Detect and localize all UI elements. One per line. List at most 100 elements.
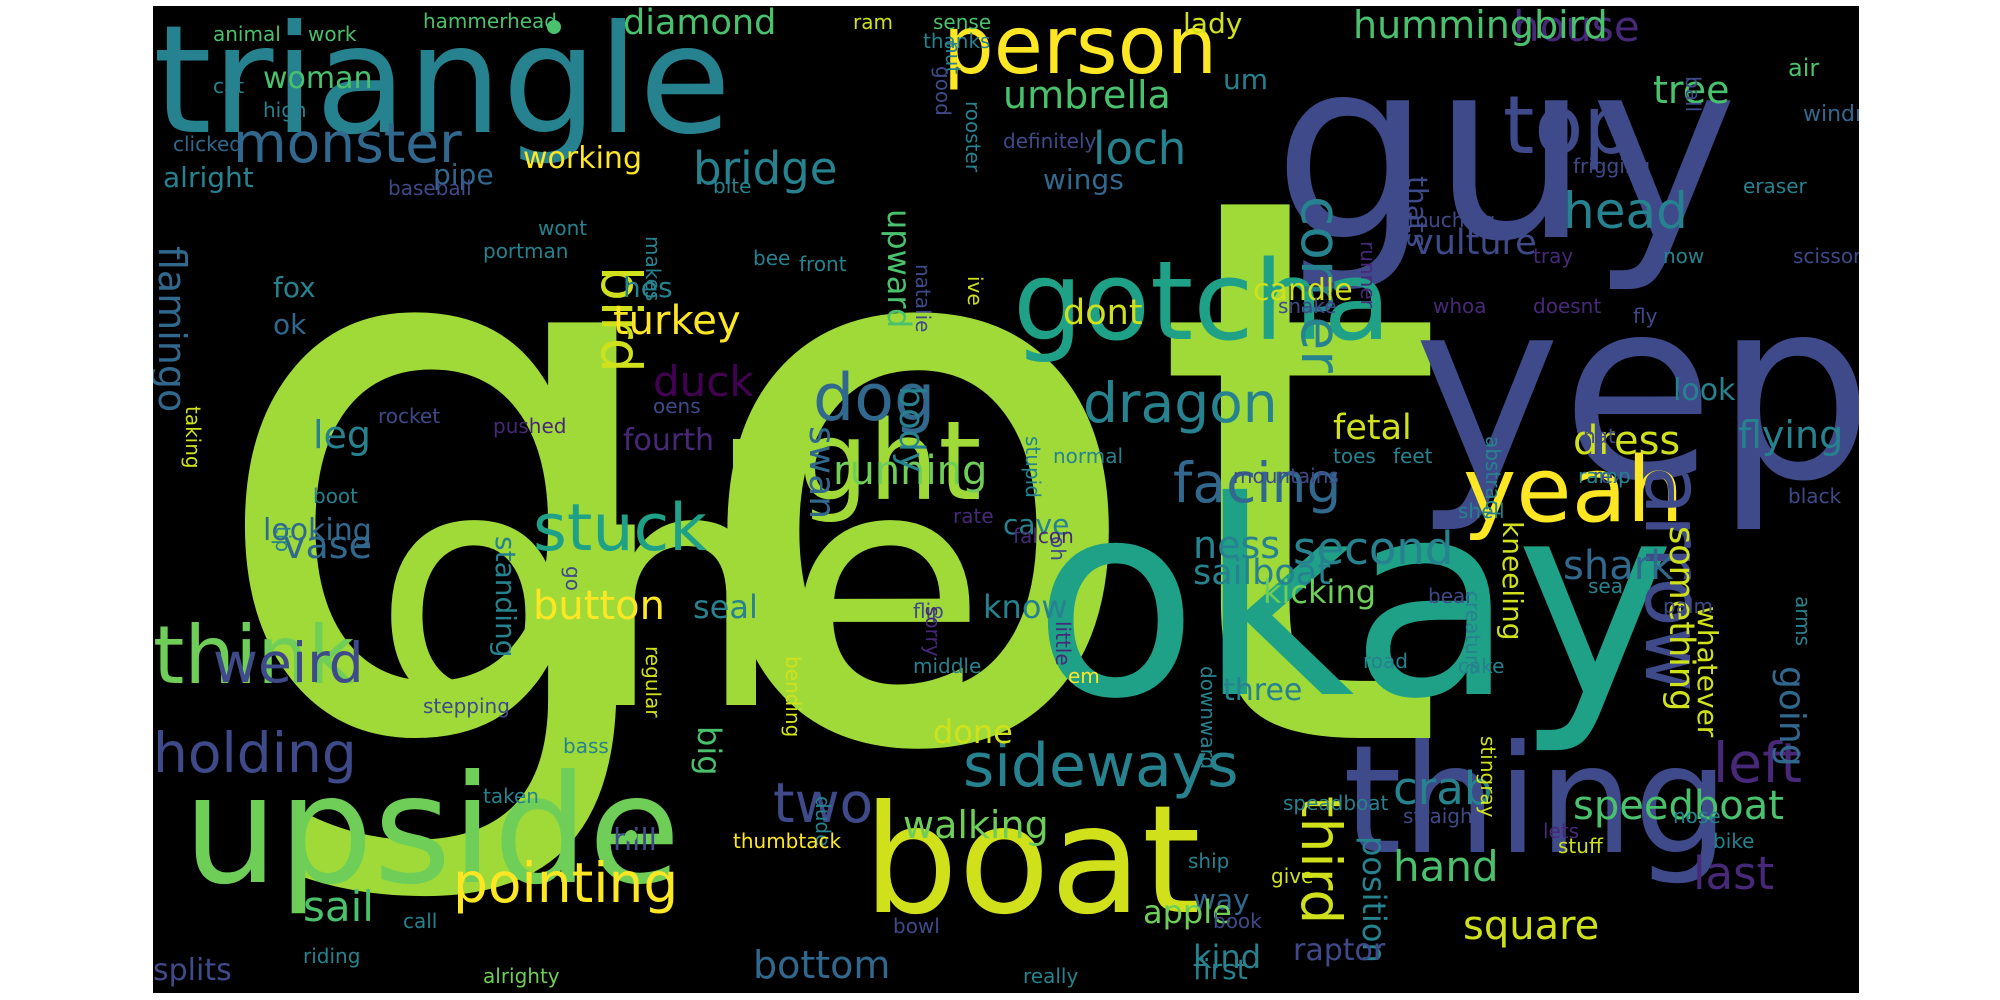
word-apple: apple	[1143, 893, 1232, 931]
word-now: now	[1663, 244, 1705, 268]
word-um: um	[1223, 63, 1269, 96]
word-bottom: bottom	[753, 943, 891, 987]
word-way: way	[1193, 883, 1250, 916]
word-frigging: frigging	[1573, 154, 1651, 178]
word-lets: lets	[1543, 819, 1580, 843]
word-pipe: pipe	[433, 158, 494, 191]
word-bending: bending	[781, 656, 805, 738]
word-whoa: whoa	[1433, 294, 1487, 318]
word-going: going	[1771, 666, 1812, 767]
word-feet: feet	[1393, 444, 1433, 468]
word-rex: rex	[1593, 464, 1625, 488]
word-fetal: fetal	[1333, 408, 1412, 448]
word-doesnt: doesnt	[1533, 294, 1602, 318]
word-animal: animal	[213, 22, 281, 46]
word-whatever: whatever	[1691, 606, 1724, 738]
word-dont: dont	[1063, 293, 1143, 333]
word-seal: seal	[693, 588, 758, 626]
word-cat: cat	[213, 74, 245, 98]
word-house: house	[1513, 6, 1640, 51]
word-gotcha: gotcha	[1013, 237, 1391, 365]
dot-mark-1	[547, 20, 561, 34]
word-turkey: turkey	[613, 298, 741, 344]
word-swan: swan	[801, 426, 842, 520]
word-straight: straight	[1403, 804, 1481, 828]
word-good: good	[931, 66, 955, 116]
word-facing: facing	[1173, 451, 1342, 515]
word-first: first	[1193, 953, 1248, 986]
word-lady: lady	[1183, 7, 1243, 40]
word-black: black	[1788, 484, 1842, 508]
word-shark: shark	[1563, 543, 1674, 589]
word-kind: kind	[1193, 938, 1262, 976]
word-cave: cave	[1003, 508, 1070, 541]
word-book: book	[1213, 909, 1262, 933]
word-kicking: kicking	[1263, 573, 1377, 611]
word-last: last	[1693, 847, 1775, 900]
word-middle: middle	[913, 654, 982, 678]
word-top: top	[1503, 79, 1635, 172]
word-pointing: pointing	[453, 851, 679, 915]
word-duck: duck	[653, 357, 754, 406]
word-boot: boot	[313, 484, 359, 508]
word-dog: dog	[813, 361, 936, 436]
word-dragon: dragon	[1083, 371, 1278, 435]
word-diamond: diamond	[623, 6, 777, 43]
word-really: really	[1023, 964, 1079, 988]
word-flip: flip	[913, 599, 944, 623]
word-scissors: scissors	[1793, 244, 1859, 268]
word-think: think	[153, 609, 355, 702]
word-thumbtack: thumbtack	[733, 829, 842, 853]
word-left: left	[1713, 731, 1803, 795]
word-taken: taken	[483, 784, 539, 808]
word-pushed: pushed	[493, 414, 567, 438]
word-runner: runner	[1356, 241, 1380, 308]
word-flamingo: flamingo	[153, 246, 194, 413]
word-normal: normal	[1053, 444, 1124, 468]
word-right: right	[723, 397, 982, 525]
word-wings: wings	[1043, 163, 1124, 196]
word-give: give	[1271, 864, 1314, 888]
word-sea: sea	[1588, 574, 1623, 598]
word-splits: splits	[153, 953, 232, 988]
word-ness: ness	[1193, 523, 1281, 567]
dot-mark-2	[625, 830, 637, 842]
word-falcon: falcon	[1013, 524, 1074, 548]
word-thing: thing	[1343, 714, 1729, 888]
word-button: button	[533, 583, 665, 629]
word-walking: walking	[903, 803, 1049, 847]
word-yeah: yeah	[1463, 438, 1684, 543]
word-looking: looking	[263, 513, 372, 548]
word-rooster: rooster	[961, 101, 985, 173]
word-rate: rate	[953, 504, 994, 528]
word-tray: tray	[1533, 244, 1574, 268]
word-upside: upside	[183, 744, 681, 918]
word-taking: taking	[181, 406, 205, 469]
word-two: two	[773, 771, 874, 835]
word-em: em	[1068, 664, 1100, 688]
word-standing: standing	[489, 536, 522, 658]
word-call: call	[403, 909, 438, 933]
word-second: second	[1293, 522, 1454, 575]
word-sideways: sideways	[963, 731, 1239, 801]
word-creature: creature	[1461, 591, 1485, 675]
word-portman: portman	[483, 239, 569, 263]
word-dress: dress	[1573, 418, 1681, 464]
word-triangle: triangle	[153, 6, 732, 168]
word-yep: yep	[1413, 245, 1859, 536]
word-thanks: thanks	[923, 29, 991, 53]
word-regular: regular	[641, 646, 665, 718]
word-flying: flying	[1738, 413, 1844, 457]
word-high: high	[263, 98, 307, 122]
word-wont: wont	[538, 216, 588, 240]
word-three: three	[1223, 673, 1303, 708]
word-loch: loch	[1093, 122, 1187, 175]
word-clicked: clicked	[173, 132, 242, 156]
word-umbrella: umbrella	[1003, 73, 1171, 117]
word-ship: ship	[1188, 849, 1230, 873]
word-abstract: abstract	[1481, 436, 1505, 519]
word-one: one	[373, 399, 988, 783]
word-candle: candle	[1253, 273, 1353, 308]
word-body: body	[891, 386, 931, 473]
word-toes: toes	[1333, 444, 1376, 468]
